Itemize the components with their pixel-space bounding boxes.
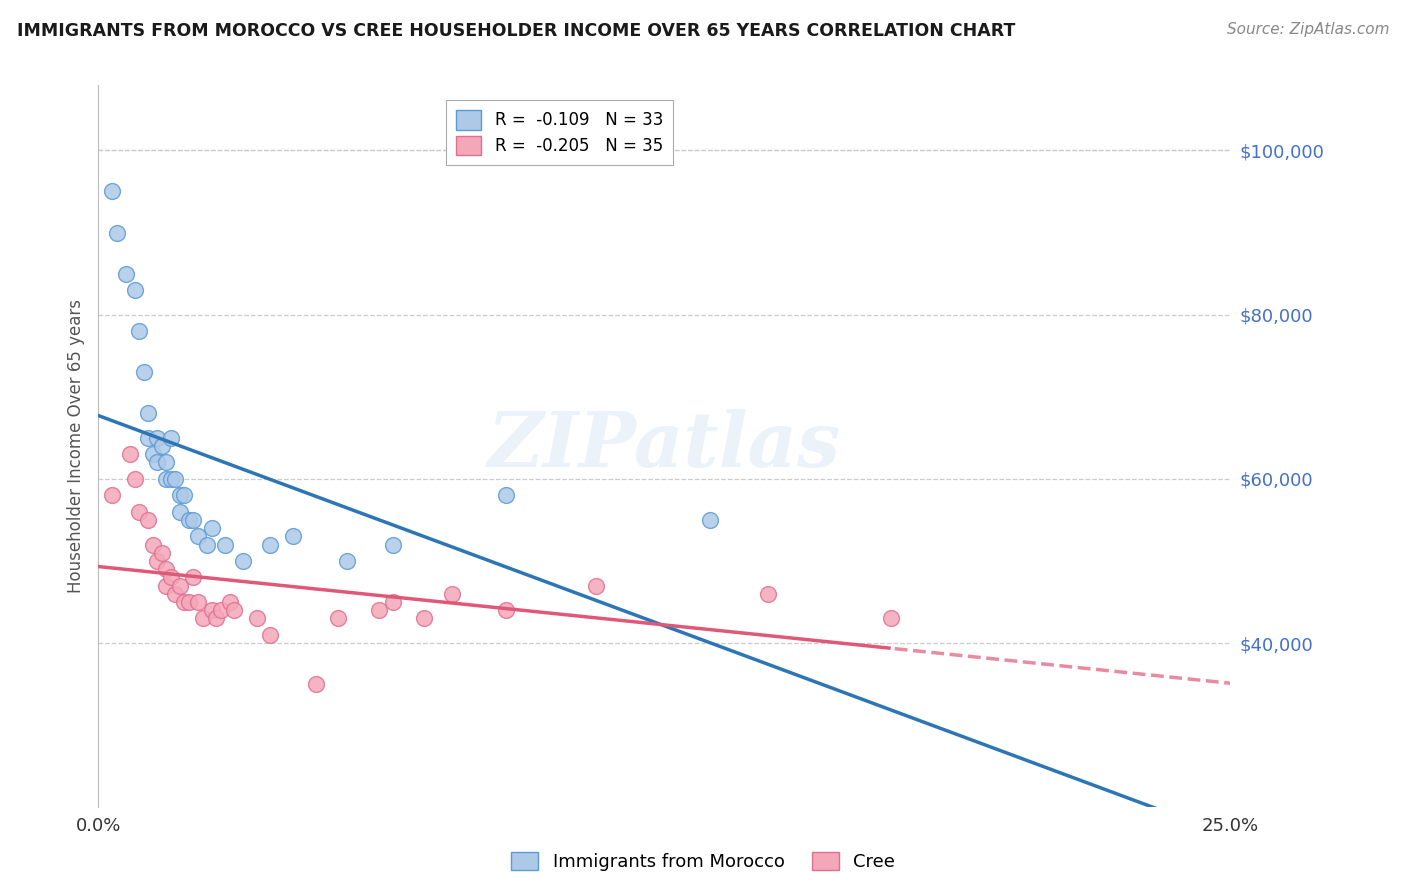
Point xyxy=(232,554,254,568)
Point xyxy=(259,537,281,551)
Point xyxy=(165,472,187,486)
Y-axis label: Householder Income Over 65 years: Householder Income Over 65 years xyxy=(66,299,84,593)
Point xyxy=(155,578,177,592)
Point xyxy=(495,488,517,502)
Text: ZIPatlas: ZIPatlas xyxy=(488,409,841,483)
Point xyxy=(165,587,187,601)
Point xyxy=(209,603,232,617)
Text: IMMIGRANTS FROM MOROCCO VS CREE HOUSEHOLDER INCOME OVER 65 YEARS CORRELATION CHA: IMMIGRANTS FROM MOROCCO VS CREE HOUSEHOL… xyxy=(17,22,1015,40)
Point xyxy=(150,546,173,560)
Point xyxy=(368,603,391,617)
Point xyxy=(160,570,183,584)
Point xyxy=(146,455,169,469)
Point xyxy=(114,267,136,281)
Point xyxy=(169,505,191,519)
Point xyxy=(173,595,195,609)
Point xyxy=(136,406,159,420)
Point xyxy=(169,488,191,502)
Point xyxy=(758,587,780,601)
Point xyxy=(155,562,177,576)
Point xyxy=(136,513,159,527)
Point xyxy=(440,587,463,601)
Point xyxy=(124,283,146,297)
Point xyxy=(218,595,240,609)
Point xyxy=(328,611,350,625)
Point xyxy=(699,513,721,527)
Point xyxy=(101,185,124,199)
Point xyxy=(336,554,359,568)
Point xyxy=(187,595,209,609)
Point xyxy=(146,431,169,445)
Point xyxy=(169,578,191,592)
Point xyxy=(305,677,328,691)
Point xyxy=(132,365,155,379)
Point xyxy=(146,554,169,568)
Point xyxy=(224,603,246,617)
Point xyxy=(381,537,404,551)
Point xyxy=(136,431,159,445)
Point xyxy=(183,513,205,527)
Point xyxy=(150,439,173,453)
Point xyxy=(177,513,200,527)
Point xyxy=(201,521,224,535)
Point xyxy=(155,472,177,486)
Point xyxy=(585,578,607,592)
Point xyxy=(173,488,195,502)
Point xyxy=(201,603,224,617)
Legend: R =  -0.109   N = 33, R =  -0.205   N = 35: R = -0.109 N = 33, R = -0.205 N = 35 xyxy=(446,100,673,165)
Point xyxy=(187,529,209,543)
Point xyxy=(177,595,200,609)
Point xyxy=(495,603,517,617)
Point xyxy=(142,537,165,551)
Point xyxy=(205,611,228,625)
Point xyxy=(195,537,218,551)
Point xyxy=(160,472,183,486)
Point xyxy=(155,455,177,469)
Point xyxy=(160,431,183,445)
Point xyxy=(120,447,142,461)
Point xyxy=(191,611,214,625)
Point xyxy=(880,611,903,625)
Point xyxy=(128,505,150,519)
Point xyxy=(246,611,269,625)
Point xyxy=(101,488,124,502)
Legend: Immigrants from Morocco, Cree: Immigrants from Morocco, Cree xyxy=(503,845,903,879)
Point xyxy=(142,447,165,461)
Point xyxy=(381,595,404,609)
Text: Source: ZipAtlas.com: Source: ZipAtlas.com xyxy=(1226,22,1389,37)
Point xyxy=(281,529,304,543)
Point xyxy=(124,472,146,486)
Point xyxy=(183,570,205,584)
Point xyxy=(105,226,128,240)
Point xyxy=(214,537,236,551)
Point xyxy=(413,611,436,625)
Point xyxy=(259,628,281,642)
Point xyxy=(128,324,150,338)
